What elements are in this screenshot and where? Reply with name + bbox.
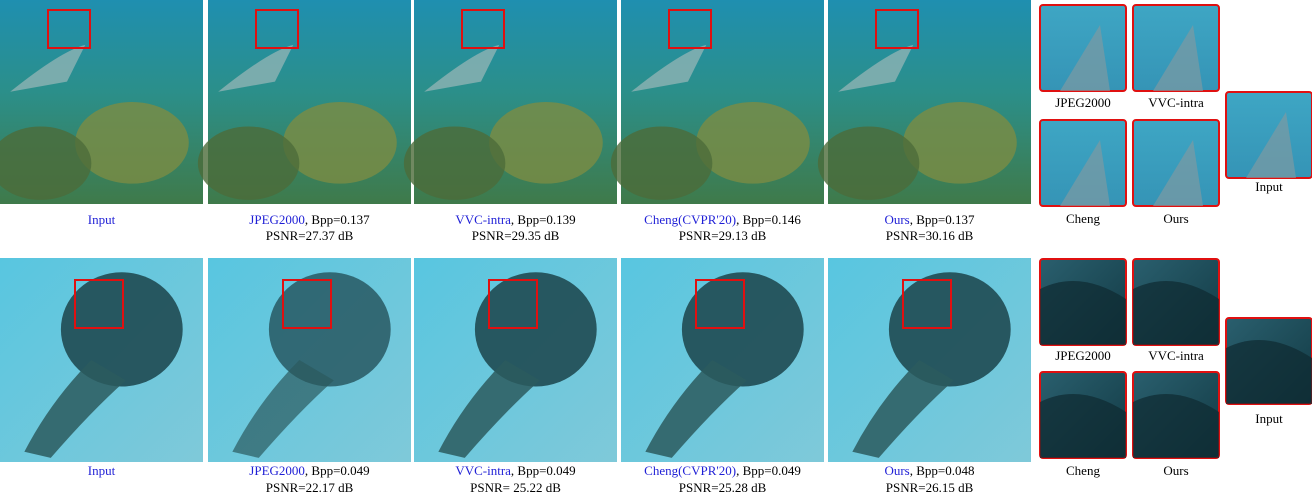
image-detail <box>838 44 914 92</box>
image-detail <box>903 102 1017 184</box>
psnr: PSNR=29.13 dB <box>679 228 767 243</box>
image-detail <box>283 102 397 184</box>
image-detail <box>60 272 183 387</box>
caption: VVC-intra, Bpp=0.049 <box>455 463 575 478</box>
crop-label: Ours <box>1163 211 1188 226</box>
bpp: , Bpp=0.146 <box>736 212 801 227</box>
zoom-box <box>282 279 332 329</box>
zoom-box <box>255 9 299 49</box>
bpp: , Bpp=0.137 <box>910 212 975 227</box>
method-name: VVC-intra <box>455 212 511 227</box>
crop-label: JPEG2000 <box>1055 95 1111 110</box>
crop-detail <box>1040 281 1126 345</box>
zoom-box <box>875 9 919 49</box>
method-name: Cheng(CVPR'20) <box>644 463 736 478</box>
image-detail <box>438 360 540 458</box>
crop-label: Cheng <box>1066 463 1100 478</box>
crop-detail <box>1133 281 1219 345</box>
image-detail <box>696 102 810 184</box>
zoom-box <box>74 279 124 329</box>
crop-label: VVC-intra <box>1148 348 1204 363</box>
method-name: JPEG2000 <box>249 463 305 478</box>
image-detail <box>631 44 707 92</box>
image-detail <box>888 272 1011 387</box>
method-name: Ours <box>884 463 909 478</box>
caption: Ours, Bpp=0.048 <box>884 463 974 478</box>
method-name: Input <box>88 463 116 478</box>
crop-detail <box>1246 112 1296 178</box>
psnr: PSNR=27.37 dB <box>266 228 354 243</box>
crop-label: Cheng <box>1066 211 1100 226</box>
image-detail <box>817 126 920 200</box>
image-detail <box>645 360 747 458</box>
psnr: PSNR=30.16 dB <box>886 228 974 243</box>
zoom-box <box>668 9 712 49</box>
crop-detail <box>1060 140 1110 206</box>
psnr: PSNR=22.17 dB <box>266 480 354 495</box>
method-name: VVC-intra <box>455 463 511 478</box>
crop-detail <box>1060 25 1110 91</box>
image-detail <box>610 126 713 200</box>
caption: VVC-intra, Bpp=0.139 <box>455 212 575 227</box>
psnr: PSNR=29.35 dB <box>472 228 560 243</box>
image-detail <box>681 272 804 387</box>
crop-label: Input <box>1255 411 1283 426</box>
image-detail <box>489 102 603 184</box>
image-detail <box>10 44 86 92</box>
crop-detail <box>1226 340 1312 404</box>
zoom-box <box>902 279 952 329</box>
crop-label: Ours <box>1163 463 1188 478</box>
zoom-box <box>461 9 505 49</box>
zoom-box <box>488 279 538 329</box>
zoom-box <box>695 279 745 329</box>
caption: Cheng(CVPR'20), Bpp=0.049 <box>644 463 801 478</box>
caption: Cheng(CVPR'20), Bpp=0.146 <box>644 212 801 227</box>
bpp: , Bpp=0.049 <box>736 463 801 478</box>
psnr: PSNR=25.28 dB <box>679 480 767 495</box>
bpp: , Bpp=0.139 <box>511 212 576 227</box>
caption: Input <box>88 212 116 227</box>
bpp: , Bpp=0.049 <box>511 463 576 478</box>
image-detail <box>268 272 391 387</box>
image-detail <box>197 126 300 200</box>
crop-label: VVC-intra <box>1148 95 1204 110</box>
crop-label: JPEG2000 <box>1055 348 1111 363</box>
crop-label: Input <box>1255 179 1283 194</box>
psnr: PSNR=26.15 dB <box>886 480 974 495</box>
image-detail <box>218 44 294 92</box>
caption: Input <box>88 463 116 478</box>
crop-detail <box>1153 140 1203 206</box>
image-detail <box>232 360 334 458</box>
method-name: JPEG2000 <box>249 212 305 227</box>
image-detail <box>474 272 597 387</box>
caption: Ours, Bpp=0.137 <box>884 212 975 227</box>
bpp: , Bpp=0.049 <box>305 463 370 478</box>
image-detail <box>75 102 189 184</box>
method-name: Cheng(CVPR'20) <box>644 212 736 227</box>
crop-detail <box>1153 25 1203 91</box>
image-detail <box>403 126 506 200</box>
image-detail <box>0 126 92 200</box>
image-detail <box>424 44 500 92</box>
crop-detail <box>1133 394 1219 458</box>
bpp: , Bpp=0.048 <box>910 463 975 478</box>
caption: JPEG2000, Bpp=0.137 <box>249 212 370 227</box>
zoom-box <box>47 9 91 49</box>
method-name: Input <box>88 212 116 227</box>
bpp: , Bpp=0.137 <box>305 212 370 227</box>
image-detail <box>852 360 954 458</box>
caption: JPEG2000, Bpp=0.049 <box>249 463 369 478</box>
crop-detail <box>1040 394 1126 458</box>
psnr: PSNR= 25.22 dB <box>470 480 561 495</box>
image-detail <box>24 360 126 458</box>
method-name: Ours <box>884 212 909 227</box>
